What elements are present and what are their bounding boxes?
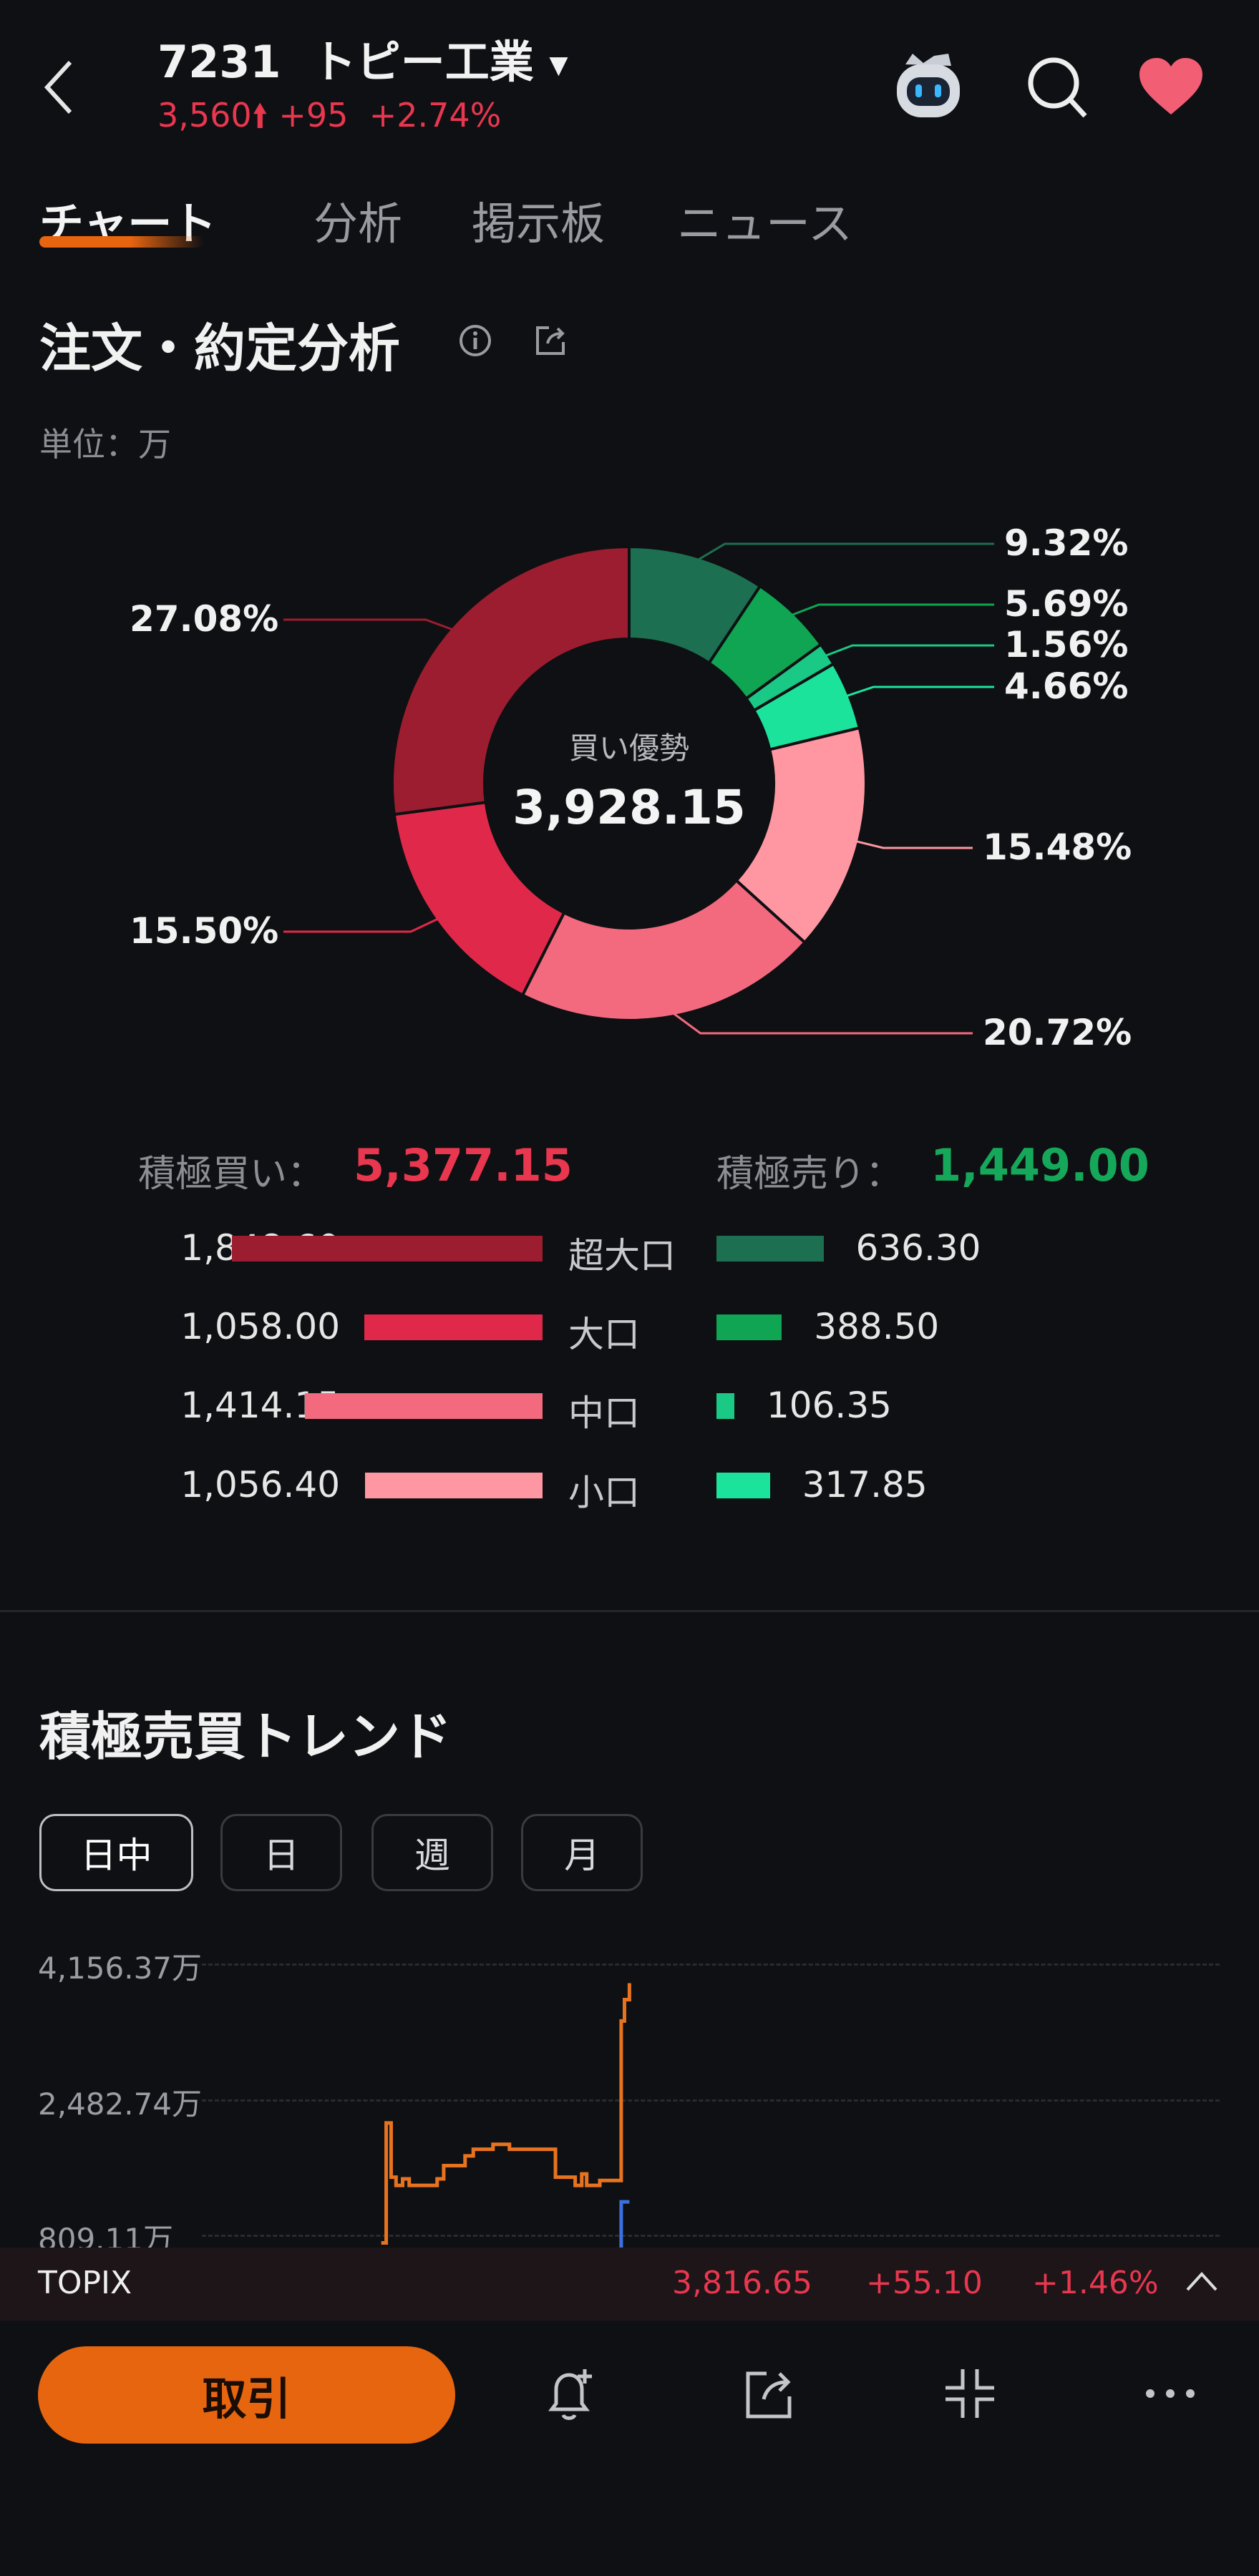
trade-button[interactable]: 取引: [38, 2346, 455, 2444]
unit-label: 単位：万: [39, 425, 171, 464]
price-line: 3,560🠙 +95 +2.74%: [157, 92, 501, 147]
y-tick-label: 2,482.74万: [38, 2087, 203, 2122]
tab-analysis[interactable]: 分析: [313, 197, 403, 250]
trend-series-line: [381, 1983, 631, 2245]
period-intraday[interactable]: 日中: [39, 1814, 193, 1891]
size-label: 大口: [568, 1314, 640, 1355]
leader-line: [844, 686, 994, 698]
section-divider: [0, 1610, 1259, 1612]
trend-series-line: [619, 2200, 630, 2256]
leader-line: [671, 1011, 973, 1035]
slice-pct-label: 5.69%: [1004, 583, 1129, 625]
donut-slice: [520, 878, 807, 1022]
leader-line: [854, 839, 973, 849]
price-change-pct: +2.74%: [369, 96, 502, 135]
leader-line: [789, 603, 994, 617]
gridline: [202, 2099, 1220, 2102]
collapse-icon[interactable]: [941, 2365, 998, 2425]
section-title: 注文・約定分析: [39, 318, 401, 379]
search-icon[interactable]: [1025, 54, 1089, 122]
leader-line: [823, 644, 994, 658]
heart-icon[interactable]: [1138, 57, 1204, 119]
gridline: [202, 2235, 1220, 2237]
stock-title[interactable]: 7231 トピー工業 ▼: [157, 26, 568, 90]
ticker-change: +55.10: [866, 2265, 983, 2301]
info-icon[interactable]: [458, 323, 492, 361]
share-icon[interactable]: [533, 323, 568, 361]
donut-slice: [734, 726, 867, 945]
price-change: +95: [278, 96, 349, 135]
sell-total-value: 1,449.00: [930, 1139, 1149, 1191]
up-arrow-icon: 🠙: [251, 96, 268, 135]
back-chevron-icon[interactable]: [42, 59, 77, 119]
buy-bar: [231, 1236, 543, 1262]
buy-value: 1,058.00: [180, 1306, 340, 1347]
sell-bar: [716, 1314, 782, 1340]
stock-name: トピー工業: [311, 36, 534, 88]
sell-bar: [716, 1236, 824, 1262]
dropdown-caret-icon: ▼: [549, 50, 568, 79]
ticker-change-pct: +1.46%: [1032, 2265, 1159, 2301]
price: 3,560: [157, 96, 252, 135]
ticker-bar[interactable]: TOPIX 3,816.65 +55.10 +1.46%: [0, 2248, 1259, 2321]
sell-total-label: 積極売り：: [716, 1153, 903, 1196]
ticker-name: TOPIX: [38, 2265, 132, 2301]
more-icon[interactable]: [1142, 2383, 1199, 2407]
sell-value: 317.85: [802, 1464, 928, 1506]
donut-chart: [283, 542, 994, 1035]
alert-bell-add-icon[interactable]: [542, 2365, 599, 2425]
slice-pct-label: 4.66%: [1004, 665, 1129, 707]
buy-value: 1,056.40: [180, 1464, 340, 1506]
slice-pct-label: 15.48%: [983, 826, 1132, 868]
tab-news[interactable]: ニュース: [677, 197, 852, 250]
period-day[interactable]: 日: [220, 1814, 342, 1891]
sell-bar: [716, 1473, 770, 1498]
tab-board[interactable]: 掲示板: [472, 197, 606, 250]
y-tick-label: 4,156.37万: [38, 1951, 203, 1986]
buy-total-label: 積極買い：: [138, 1153, 325, 1196]
donut-center-label: 買い優勢: [568, 731, 689, 766]
size-label: 中口: [568, 1392, 640, 1434]
sell-value: 106.35: [766, 1385, 892, 1426]
leader-line: [283, 917, 440, 933]
sell-bar: [716, 1393, 734, 1419]
buy-bar: [364, 1314, 543, 1340]
slice-pct-label: 27.08%: [130, 598, 279, 640]
trend-title: 積極売買トレンド: [39, 1707, 452, 1767]
robot-assistant-icon[interactable]: [891, 50, 966, 125]
slice-pct-label: 1.56%: [1004, 624, 1129, 665]
donut-slice: [391, 545, 631, 816]
period-month[interactable]: 月: [521, 1814, 643, 1891]
ticker-value: 3,816.65: [672, 2265, 812, 2301]
slice-pct-label: 20.72%: [983, 1012, 1132, 1053]
sell-value: 636.30: [855, 1227, 981, 1269]
share-icon[interactable]: [741, 2365, 798, 2425]
leader-line: [283, 618, 455, 632]
donut-center-value: 3,928.15: [512, 780, 746, 835]
period-week[interactable]: 週: [371, 1814, 493, 1891]
buy-bar: [304, 1393, 543, 1419]
buy-bar: [364, 1473, 543, 1498]
trend-chart: [381, 1983, 631, 2256]
leader-line: [696, 542, 994, 562]
sell-value: 388.50: [814, 1306, 940, 1347]
slice-pct-label: 9.32%: [1004, 522, 1129, 564]
slice-pct-label: 15.50%: [130, 910, 279, 952]
trade-button-label: 取引: [202, 2373, 291, 2425]
tab-active-underline: [39, 236, 204, 248]
gridline: [202, 1963, 1220, 1966]
donut-slice: [392, 801, 566, 997]
size-label: 超大口: [568, 1235, 676, 1277]
chevron-up-icon[interactable]: [1185, 2270, 1218, 2295]
stock-code: 7231: [157, 36, 281, 88]
size-label: 小口: [568, 1472, 640, 1513]
buy-total-value: 5,377.15: [354, 1139, 573, 1191]
